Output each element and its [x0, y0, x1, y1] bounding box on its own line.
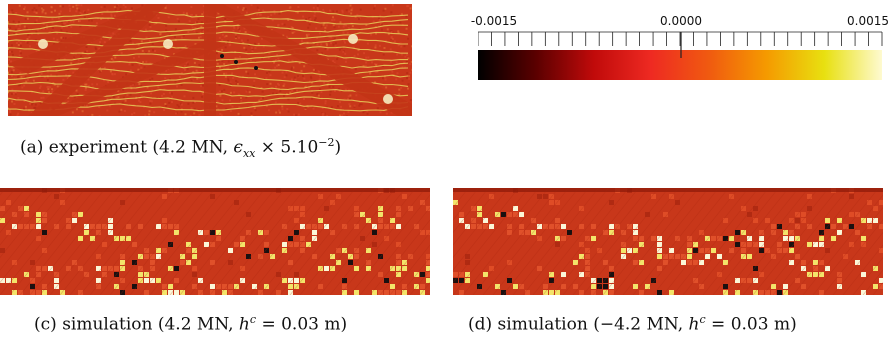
simulation-positive-field-image [0, 188, 430, 295]
simulation-negative-field-image [453, 188, 883, 295]
colorbar-gradient [478, 50, 882, 80]
colorbar-tick-zero: 0.0000 [660, 14, 702, 28]
caption-a: (a) experiment (4.2 MN, ϵxx × 5.10−2) [20, 136, 342, 161]
colorbar-tick-min: -0.0015 [470, 14, 518, 28]
colorbar-tick-max: 0.0015 [847, 14, 889, 28]
experiment-field-image [8, 4, 412, 116]
caption-d: (d) simulation (−4.2 MN, hc = 0.03 m) [468, 313, 797, 335]
colorbar: -0.0015 0.0000 0.0015 [471, 14, 889, 84]
caption-c: (c) simulation (4.2 MN, hc = 0.03 m) [34, 313, 348, 335]
